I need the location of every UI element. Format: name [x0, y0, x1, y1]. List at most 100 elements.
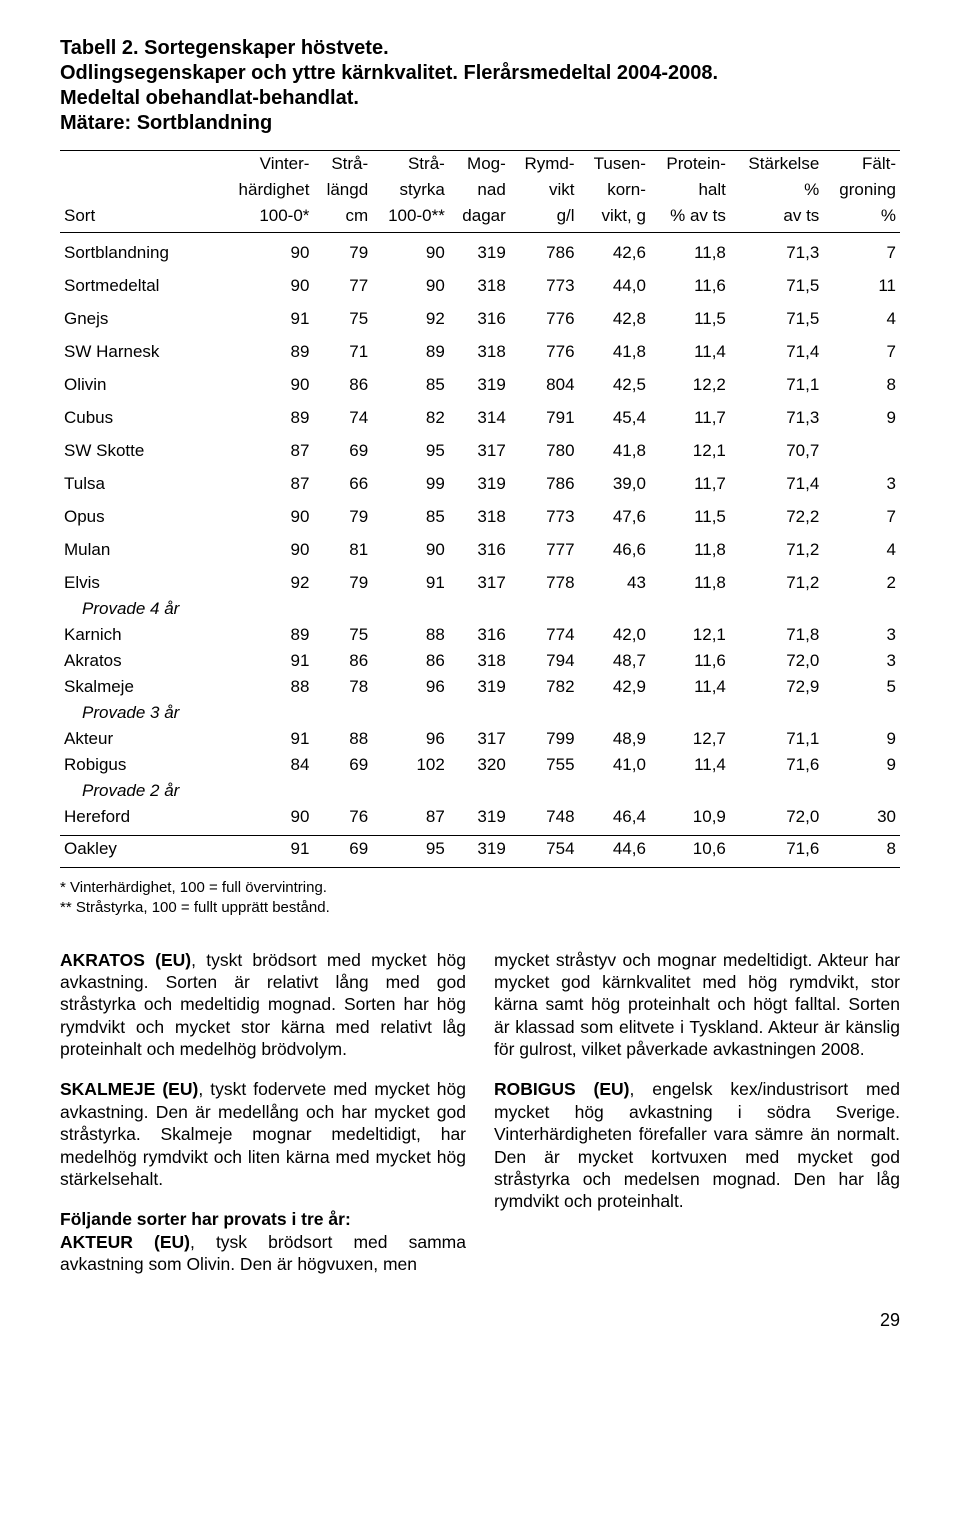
row-value: 319 — [449, 233, 510, 267]
row-value: 7 — [823, 332, 900, 365]
row-value: 71,5 — [730, 266, 823, 299]
table-row: Tulsa87669931978639,011,771,43 — [60, 464, 900, 497]
row-value: 66 — [313, 464, 372, 497]
table-header-cell: 100-0** — [372, 203, 449, 233]
row-value: 90 — [220, 233, 313, 267]
row-value: 90 — [220, 530, 313, 563]
row-value: 77 — [313, 266, 372, 299]
table-header-cell: Tusen- — [579, 151, 650, 178]
section-4yr: Provade 4 år — [60, 596, 900, 622]
row-value: 11,7 — [650, 464, 730, 497]
row-value: 79 — [313, 233, 372, 267]
section-label-2: Provade 2 år — [60, 778, 900, 804]
row-value: 96 — [372, 674, 449, 700]
row-value: 9 — [823, 752, 900, 778]
footnote-1: * Vinterhärdighet, 100 = full övervintri… — [60, 878, 900, 898]
table-row: Gnejs91759231677642,811,571,54 — [60, 299, 900, 332]
row-value: 318 — [449, 497, 510, 530]
row-value: 86 — [372, 648, 449, 674]
row-value: 42,8 — [579, 299, 650, 332]
row-value: 71,2 — [730, 530, 823, 563]
row-name: Gnejs — [60, 299, 220, 332]
row-value: 774 — [510, 622, 579, 648]
row-value: 42,6 — [579, 233, 650, 267]
table-header-cell: Rymd- — [510, 151, 579, 178]
row-value: 44,0 — [579, 266, 650, 299]
table-header-cell: styrka — [372, 177, 449, 203]
row-value: 75 — [313, 299, 372, 332]
table-row: Karnich89758831677442,012,171,83 — [60, 622, 900, 648]
row-name: Sortmedeltal — [60, 266, 220, 299]
row-value: 42,5 — [579, 365, 650, 398]
table-row: Elvis9279913177784311,871,22 — [60, 563, 900, 596]
row-value: 777 — [510, 530, 579, 563]
right-column: mycket stråstyv och mognar medeltidigt. … — [494, 949, 900, 1276]
row-name: Oakley — [60, 836, 220, 868]
row-value: 92 — [372, 299, 449, 332]
row-value: 48,7 — [579, 648, 650, 674]
row-name: Skalmeje — [60, 674, 220, 700]
row-value: 87 — [372, 804, 449, 836]
table-header-cell: groning — [823, 177, 900, 203]
row-value: 773 — [510, 266, 579, 299]
row-value: 3 — [823, 464, 900, 497]
row-value: 11,4 — [650, 332, 730, 365]
row-value: 88 — [313, 726, 372, 752]
row-value: 755 — [510, 752, 579, 778]
para-robigus: ROBIGUS (EU), engelsk kex/industrisort m… — [494, 1078, 900, 1212]
row-value: 71,3 — [730, 233, 823, 267]
row-name: Akteur — [60, 726, 220, 752]
page-number: 29 — [60, 1310, 900, 1331]
row-value: 3 — [823, 648, 900, 674]
row-value: 12,7 — [650, 726, 730, 752]
row-value: 46,6 — [579, 530, 650, 563]
row-value: 90 — [372, 266, 449, 299]
row-value: 12,1 — [650, 431, 730, 464]
row-value: 9 — [823, 726, 900, 752]
row-value: 88 — [372, 622, 449, 648]
row-value: 87 — [220, 464, 313, 497]
table-header-cell: nad — [449, 177, 510, 203]
row-value: 11,4 — [650, 674, 730, 700]
row-value: 786 — [510, 464, 579, 497]
row-value: 318 — [449, 332, 510, 365]
table-header-cell: cm — [313, 203, 372, 233]
row-value: 85 — [372, 365, 449, 398]
row-value: 786 — [510, 233, 579, 267]
row-value: 319 — [449, 836, 510, 868]
title-line-3: Medeltal obehandlat-behandlat. — [60, 86, 900, 111]
row-value: 86 — [313, 648, 372, 674]
row-value: 90 — [220, 497, 313, 530]
row-value: 42,9 — [579, 674, 650, 700]
row-value: 7 — [823, 233, 900, 267]
row-value: 71,5 — [730, 299, 823, 332]
table-header-cell: Strå- — [372, 151, 449, 178]
row-value: 11,8 — [650, 530, 730, 563]
row-value: 47,6 — [579, 497, 650, 530]
title-line-4: Mätare: Sortblandning — [60, 111, 900, 136]
row-value: 71,6 — [730, 752, 823, 778]
row-value: 314 — [449, 398, 510, 431]
table-header-cell — [60, 177, 220, 203]
row-value: 318 — [449, 266, 510, 299]
row-value: 71,3 — [730, 398, 823, 431]
table-row: SW Harnesk89718931877641,811,471,47 — [60, 332, 900, 365]
row-value: 11,5 — [650, 299, 730, 332]
row-value: 320 — [449, 752, 510, 778]
row-value: 317 — [449, 726, 510, 752]
table-header-cell: vikt — [510, 177, 579, 203]
table-body-main: Sortblandning90799031978642,611,871,37So… — [60, 233, 900, 597]
label-akteur: AKTEUR (EU) — [60, 1232, 190, 1252]
row-value: 7 — [823, 497, 900, 530]
row-value: 773 — [510, 497, 579, 530]
row-value: 71,6 — [730, 836, 823, 868]
table-header-cell: härdighet — [220, 177, 313, 203]
row-value: 76 — [313, 804, 372, 836]
row-value: 72,2 — [730, 497, 823, 530]
row-value: 86 — [313, 365, 372, 398]
row-value: 316 — [449, 530, 510, 563]
row-value: 12,1 — [650, 622, 730, 648]
row-value: 85 — [372, 497, 449, 530]
row-value: 791 — [510, 398, 579, 431]
table-header-cell: Strå- — [313, 151, 372, 178]
